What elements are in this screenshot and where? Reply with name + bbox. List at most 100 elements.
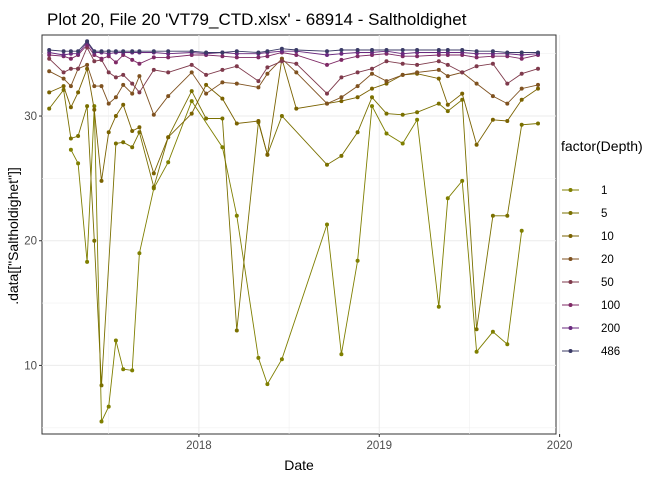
data-point [61, 70, 66, 75]
data-point [189, 49, 194, 54]
data-point [130, 129, 135, 133]
series-1 [68, 99, 524, 424]
data-point [436, 59, 441, 64]
data-point [234, 213, 239, 218]
data-point [490, 94, 495, 99]
data-point [85, 104, 90, 109]
data-point [92, 49, 97, 54]
data-point [294, 48, 299, 52]
data-point [204, 91, 209, 96]
data-point [151, 55, 156, 60]
x-tick-label: 2019 [366, 440, 392, 452]
data-point [355, 84, 360, 89]
data-point [130, 57, 135, 62]
y-tick-label: 20 [24, 236, 37, 248]
data-point [234, 328, 239, 333]
data-point [415, 70, 420, 75]
data-point [121, 367, 126, 372]
data-point [220, 67, 225, 72]
data-point [384, 111, 389, 116]
data-point [490, 61, 495, 66]
data-point [220, 116, 225, 121]
data-point [415, 54, 420, 59]
legend-item-20: 20 [562, 254, 614, 266]
data-point [106, 70, 111, 75]
data-point [339, 99, 344, 104]
data-point [76, 66, 81, 71]
data-point [436, 67, 441, 72]
data-point [85, 259, 90, 264]
data-point [474, 349, 479, 354]
data-point [256, 119, 261, 123]
data-point [445, 109, 450, 114]
data-point [166, 94, 171, 99]
legend-item-50: 50 [562, 277, 614, 289]
data-point [436, 304, 441, 309]
data-point [68, 66, 73, 71]
plot-panel [41, 34, 557, 435]
data-point [279, 46, 284, 51]
series-100 [47, 43, 540, 67]
data-point [189, 62, 194, 67]
x-tick-label: 2018 [186, 440, 212, 452]
data-point [519, 50, 524, 55]
data-point [61, 84, 66, 89]
data-point [355, 70, 360, 75]
grid [42, 35, 561, 434]
y-tick-label: 10 [24, 360, 37, 372]
data-point [99, 383, 104, 388]
data-point [400, 141, 405, 146]
data-point [436, 101, 441, 106]
data-point [370, 86, 374, 91]
data-point [47, 48, 52, 52]
data-point [137, 251, 142, 256]
legend-label: 5 [601, 208, 607, 220]
data-point [113, 60, 118, 65]
data-point [325, 91, 329, 96]
data-point [68, 56, 73, 61]
data-point [137, 74, 142, 79]
data-point [400, 61, 405, 66]
data-point [384, 48, 389, 52]
data-point [106, 404, 111, 409]
data-point [279, 357, 284, 362]
data-point [415, 117, 420, 122]
data-point [151, 185, 156, 190]
data-point [536, 121, 540, 126]
legend-label: 1 [601, 185, 607, 197]
data-point [130, 49, 135, 54]
legend-label: 10 [601, 231, 614, 243]
data-point [137, 49, 142, 54]
data-point [474, 327, 479, 332]
data-point [76, 134, 81, 138]
data-point [474, 64, 479, 69]
data-point [204, 72, 209, 77]
data-point [384, 59, 389, 64]
data-point [151, 49, 156, 54]
data-point [490, 213, 495, 218]
data-point [220, 50, 225, 55]
data-point [384, 79, 389, 84]
data-point [519, 97, 524, 102]
data-point [400, 51, 405, 56]
legend-key-point [568, 303, 573, 307]
data-point [265, 71, 270, 76]
data-point [505, 81, 510, 86]
data-point [204, 116, 209, 121]
data-point [234, 81, 239, 86]
data-point [400, 112, 405, 117]
data-point [189, 111, 194, 116]
data-point [294, 53, 299, 57]
data-point [294, 106, 299, 111]
data-point [445, 196, 450, 201]
legend-title: factor(Depth) [561, 138, 643, 154]
data-point [436, 76, 441, 81]
legend-key-point [568, 280, 573, 284]
data-point [256, 50, 261, 55]
data-point [325, 49, 329, 54]
data-point [505, 101, 510, 106]
axes: 10 20 30 2018 2019 2020 [24, 111, 572, 452]
data-point [113, 49, 118, 54]
legend-label: 200 [601, 323, 620, 335]
data-point [400, 48, 405, 52]
